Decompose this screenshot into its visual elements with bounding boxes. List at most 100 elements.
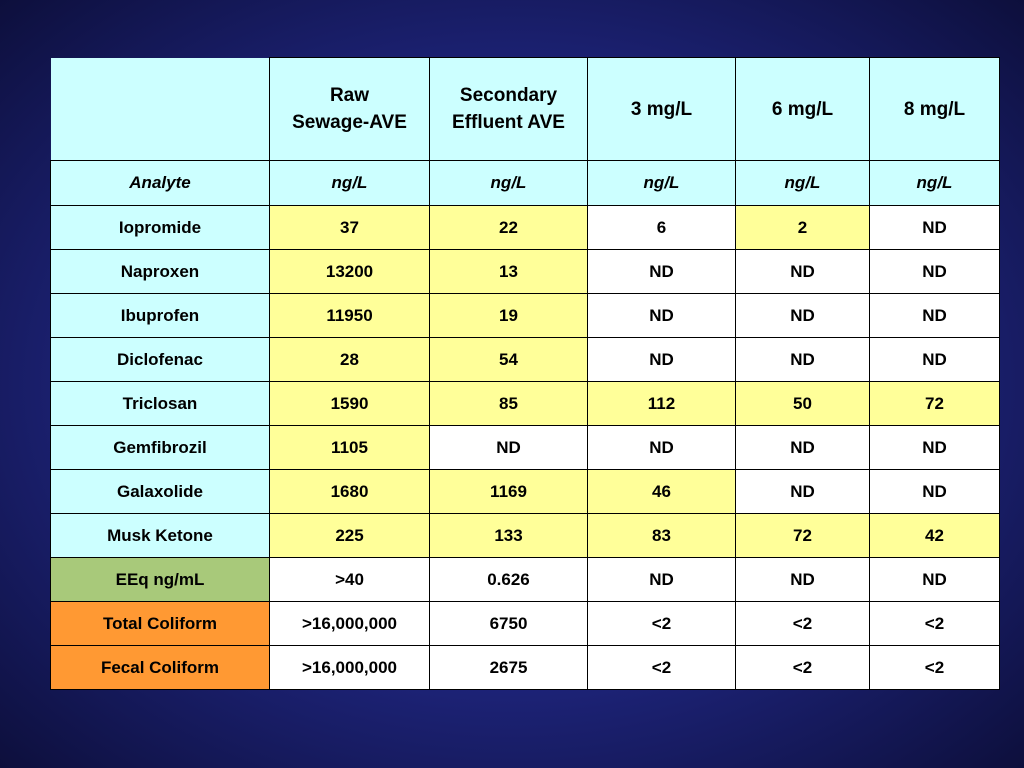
value-cell: ND [735, 425, 870, 470]
value-cell: 2675 [429, 645, 588, 690]
corner-blank-cell [50, 57, 270, 161]
value-cell: ND [429, 425, 588, 470]
units-row: Analyte ng/L ng/L ng/L ng/L ng/L [50, 160, 1000, 206]
table-row: EEq ng/mL >40 0.626 ND ND ND [50, 557, 1000, 602]
value-cell: 0.626 [429, 557, 588, 602]
value-cell: 19 [429, 293, 588, 338]
table-row: Triclosan 1590 85 112 50 72 [50, 381, 1000, 426]
value-cell: 112 [587, 381, 736, 426]
col-header-8mg-text: 8 mg/L [903, 98, 966, 120]
value-cell: 13200 [269, 249, 430, 294]
value-cell: 72 [735, 513, 870, 558]
analyte-name-cell: Total Coliform [50, 601, 270, 646]
value-cell: ND [869, 293, 1000, 338]
value-cell: >16,000,000 [269, 601, 430, 646]
value-cell: <2 [587, 601, 736, 646]
col-header-raw-sewage-line1: Raw [329, 85, 370, 106]
value-cell: ND [735, 557, 870, 602]
col-header-6mg: 6 mg/L [735, 57, 870, 161]
value-cell: 1590 [269, 381, 430, 426]
analyte-name-cell: Diclofenac [50, 337, 270, 382]
analyte-name-cell: Gemfibrozil [50, 425, 270, 470]
col-header-8mg: 8 mg/L [869, 57, 1000, 161]
value-cell: <2 [587, 645, 736, 690]
value-cell: ND [587, 425, 736, 470]
analyte-name-cell: Galaxolide [50, 469, 270, 514]
analyte-name-cell: Naproxen [50, 249, 270, 294]
value-cell: ND [735, 337, 870, 382]
col-header-3mg: 3 mg/L [587, 57, 736, 161]
value-cell: ND [735, 469, 870, 514]
value-cell: <2 [735, 601, 870, 646]
value-cell: 13 [429, 249, 588, 294]
table-row: Galaxolide 1680 1169 46 ND ND [50, 469, 1000, 514]
value-cell: 54 [429, 337, 588, 382]
col-header-secondary-effluent-line2: Effluent AVE [452, 112, 565, 133]
value-cell: <2 [869, 645, 1000, 690]
analyte-name-cell: Iopromide [50, 205, 270, 250]
table-row: Gemfibrozil 1105 ND ND ND ND [50, 425, 1000, 470]
unit-cell: ng/L [429, 160, 588, 206]
value-cell: 6 [587, 205, 736, 250]
value-cell: <2 [869, 601, 1000, 646]
value-cell: ND [869, 557, 1000, 602]
col-header-raw-sewage: Raw Sewage-AVE [269, 57, 430, 161]
value-cell: ND [735, 293, 870, 338]
table-row: Diclofenac 28 54 ND ND ND [50, 337, 1000, 382]
value-cell: 50 [735, 381, 870, 426]
analyte-name-cell: Triclosan [50, 381, 270, 426]
value-cell: 85 [429, 381, 588, 426]
value-cell: 6750 [429, 601, 588, 646]
value-cell: ND [869, 425, 1000, 470]
value-cell: ND [735, 249, 870, 294]
value-cell: 37 [269, 205, 430, 250]
value-cell: 1680 [269, 469, 430, 514]
col-header-3mg-text: 3 mg/L [630, 98, 693, 120]
table-row: Musk Ketone 225 133 83 72 42 [50, 513, 1000, 558]
value-cell: ND [587, 293, 736, 338]
table-row: Total Coliform >16,000,000 6750 <2 <2 <2 [50, 601, 1000, 646]
value-cell: 28 [269, 337, 430, 382]
value-cell: ND [587, 557, 736, 602]
value-cell: 1105 [269, 425, 430, 470]
unit-cell: ng/L [587, 160, 736, 206]
table-row: Ibuprofen 11950 19 ND ND ND [50, 293, 1000, 338]
value-cell: 42 [869, 513, 1000, 558]
analyte-name-cell: EEq ng/mL [50, 557, 270, 602]
analyte-name-cell: Fecal Coliform [50, 645, 270, 690]
analyte-name-cell: Ibuprofen [50, 293, 270, 338]
value-cell: 2 [735, 205, 870, 250]
value-cell: ND [587, 337, 736, 382]
value-cell: ND [587, 249, 736, 294]
value-cell: 1169 [429, 469, 588, 514]
col-header-6mg-text: 6 mg/L [771, 98, 834, 120]
col-header-secondary-effluent: Secondary Effluent AVE [429, 57, 588, 161]
table-row: Naproxen 13200 13 ND ND ND [50, 249, 1000, 294]
value-cell: <2 [735, 645, 870, 690]
value-cell: 225 [269, 513, 430, 558]
unit-cell: ng/L [269, 160, 430, 206]
col-header-secondary-effluent-line1: Secondary [459, 85, 558, 106]
value-cell: 72 [869, 381, 1000, 426]
value-cell: 22 [429, 205, 588, 250]
value-cell: 133 [429, 513, 588, 558]
header-row: Raw Sewage-AVE Secondary Effluent AVE 3 … [50, 57, 1000, 161]
data-body: Iopromide 37 22 6 2 ND Naproxen 13200 13 ND ND ND Ib… [50, 205, 1000, 690]
value-cell: 83 [587, 513, 736, 558]
unit-cell: ng/L [869, 160, 1000, 206]
value-cell: 46 [587, 469, 736, 514]
analyte-header: Analyte [50, 160, 270, 206]
table-row: Iopromide 37 22 6 2 ND [50, 205, 1000, 250]
analyte-name-cell: Musk Ketone [50, 513, 270, 558]
value-cell: ND [869, 469, 1000, 514]
value-cell: >40 [269, 557, 430, 602]
value-cell: 11950 [269, 293, 430, 338]
value-cell: >16,000,000 [269, 645, 430, 690]
value-cell: ND [869, 205, 1000, 250]
col-header-raw-sewage-line2: Sewage-AVE [292, 112, 407, 133]
value-cell: ND [869, 249, 1000, 294]
table-row: Fecal Coliform >16,000,000 2675 <2 <2 <2 [50, 645, 1000, 690]
results-table: Raw Sewage-AVE Secondary Effluent AVE 3 … [50, 57, 1000, 690]
value-cell: ND [869, 337, 1000, 382]
unit-cell: ng/L [735, 160, 870, 206]
